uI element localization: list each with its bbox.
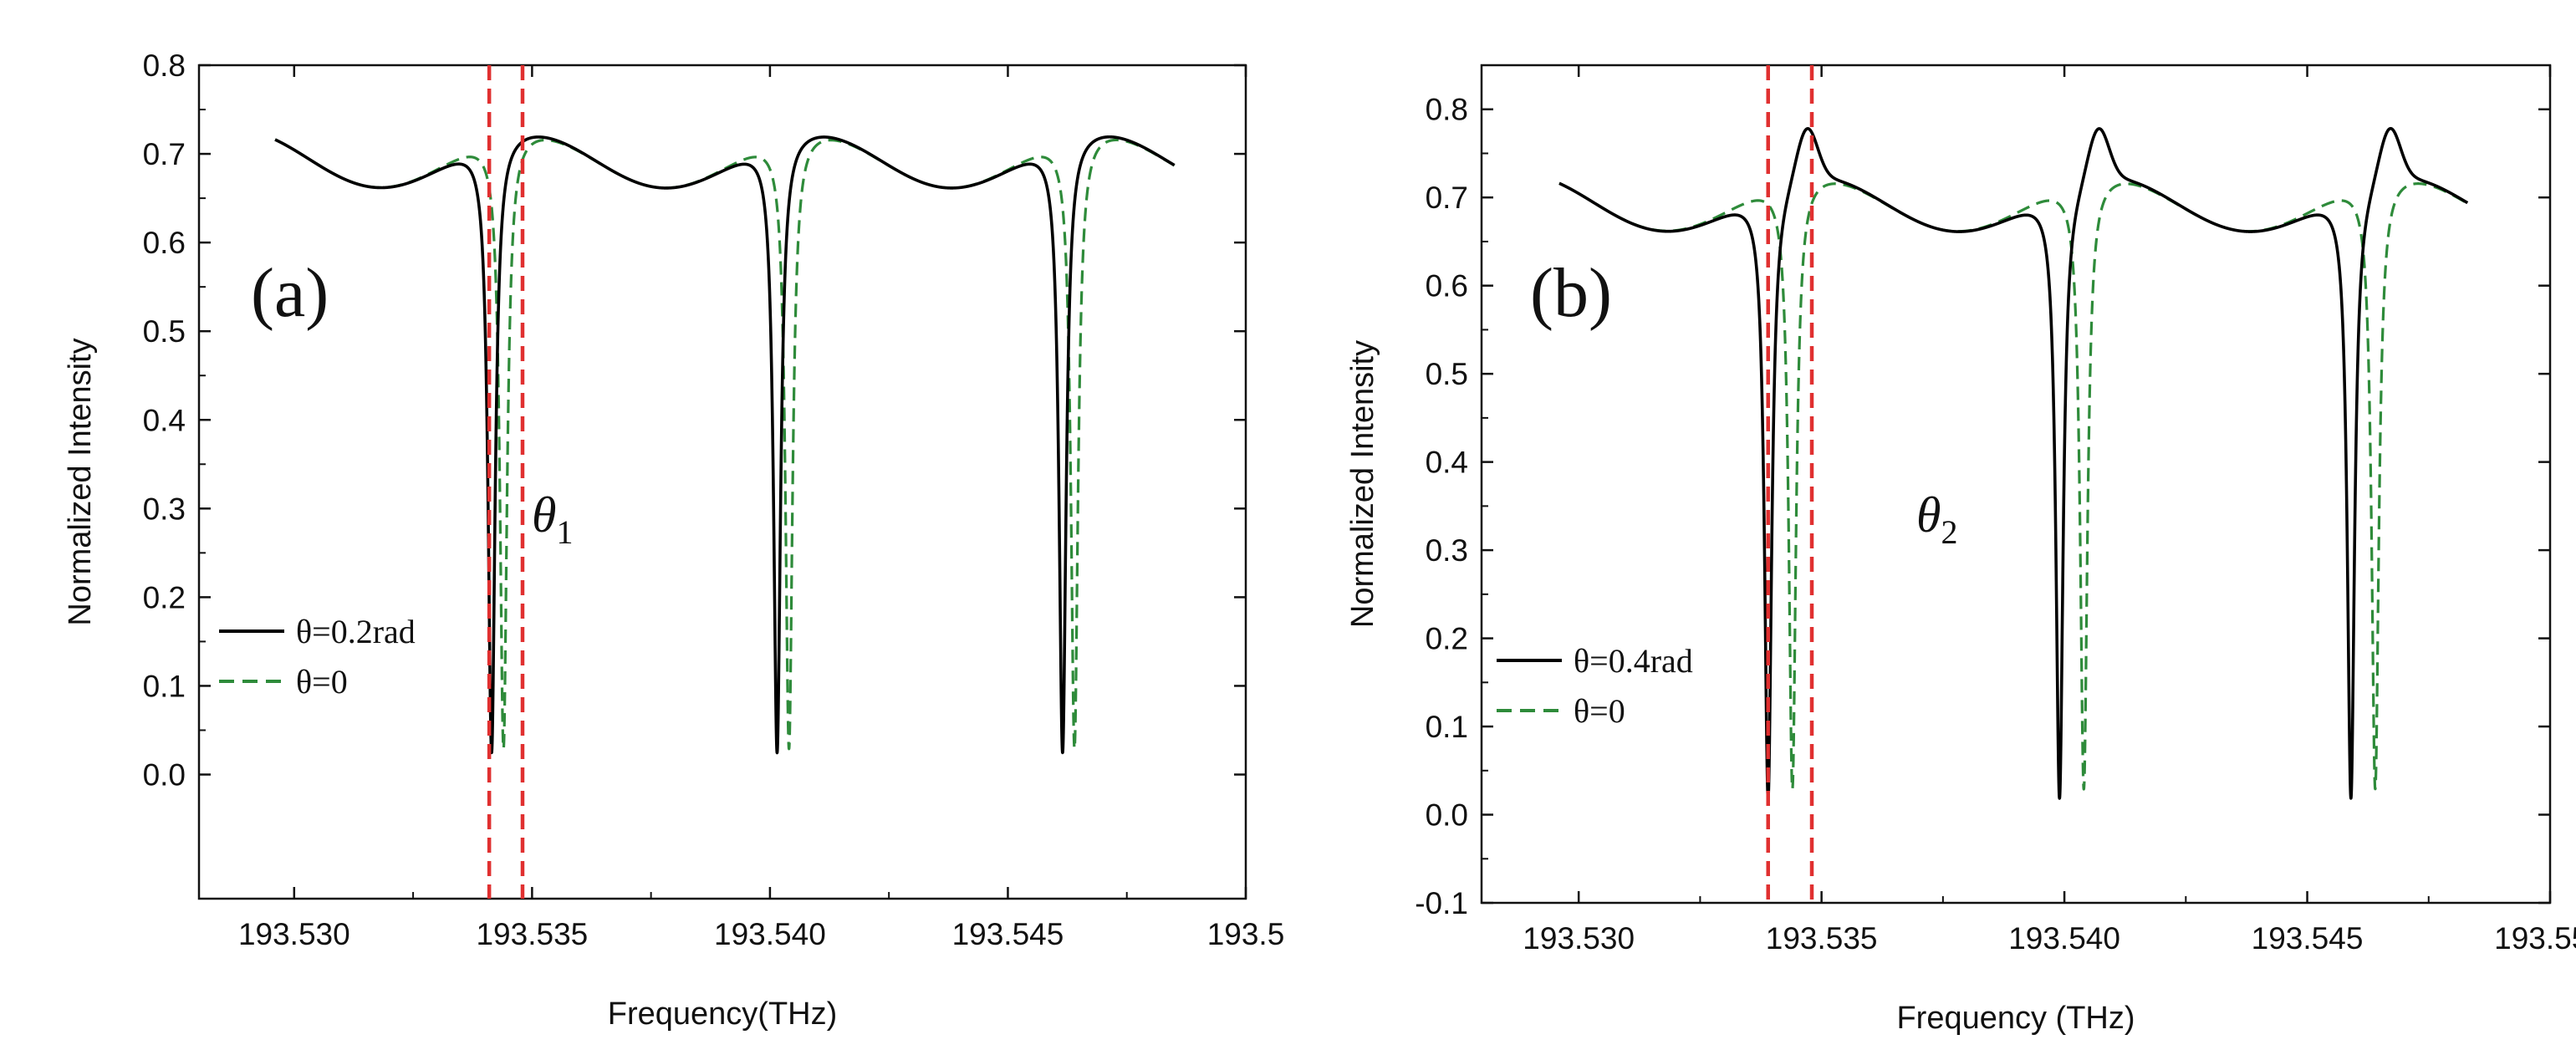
panel-label: (b): [1530, 254, 1612, 332]
y-tick-label: 0.0: [143, 758, 186, 793]
y-tick-label: -0.1: [1415, 886, 1468, 920]
y-tick-label: 0.0: [1426, 798, 1468, 833]
y-tick-label: 0.4: [143, 403, 186, 437]
x-tick-label: 193.545: [952, 917, 1064, 951]
series-line-theta-main: [1558, 126, 2469, 800]
y-tick-label: 0.8: [1426, 93, 1468, 127]
y-tick-label: 0.6: [143, 226, 186, 260]
y-tick-label: 0.5: [143, 314, 186, 349]
theta-annotation: θ1: [532, 487, 573, 551]
plot-frame: [1480, 64, 2552, 905]
y-tick-label: 0.4: [1426, 446, 1468, 480]
x-tick-label: 193.5: [1207, 917, 1285, 951]
x-tick-label: 193.540: [2008, 921, 2120, 956]
theta-subscript: 1: [556, 513, 573, 551]
y-tick-label: 0.1: [143, 669, 186, 703]
y-tick-label: 0.2: [1426, 622, 1468, 656]
legend-label: θ=0: [296, 663, 348, 701]
series-line-theta-main: [273, 135, 1176, 755]
theta-symbol: θ: [532, 487, 556, 543]
x-tick-label: 193.535: [1766, 921, 1878, 956]
plot-frame: [197, 64, 1247, 900]
x-axis-label: Frequency(THz): [608, 996, 838, 1032]
y-tick-label: 0.2: [143, 580, 186, 614]
x-axis-label: Frequency (THz): [1896, 1001, 2135, 1036]
y-tick-label: 0.1: [1426, 710, 1468, 744]
x-tick-label: 193.540: [714, 917, 826, 951]
x-tick-label: 193.550: [2494, 921, 2576, 956]
theta-symbol: θ: [1916, 487, 1941, 543]
y-tick-label: 0.8: [143, 48, 186, 83]
chart-panel-a: 0.0 0.1 0.2 0.3 0.4 0.5 0.6 0.7 0.8 193.530 193.53…: [63, 48, 1284, 1032]
panel-label: (a): [251, 254, 329, 332]
series-line-theta-0: [273, 138, 1176, 751]
y-tick-label: 0.7: [1426, 181, 1468, 215]
y-tick-label: 0.6: [1426, 269, 1468, 303]
legend-label: θ=0.2rad: [296, 613, 416, 650]
y-tick-label: 0.3: [1426, 533, 1468, 568]
x-tick-label: 193.530: [1523, 921, 1635, 956]
theta-annotation: θ2: [1916, 487, 1957, 551]
series-line-theta-0: [1558, 181, 2469, 791]
theta-subscript: 2: [1941, 513, 1957, 551]
x-tick-label: 193.535: [476, 917, 588, 951]
y-axis-label: Normalized Intensity: [1345, 340, 1380, 628]
x-tick-label: 193.545: [2252, 921, 2364, 956]
y-tick-label: 0.7: [143, 137, 186, 171]
legend-label: θ=0.4rad: [1574, 642, 1693, 680]
chart-panel-b: -0.1 0.0 0.1 0.2 0.3 0.4 0.5 0.6 0.7 0.8 193.530 19…: [1345, 64, 2576, 1036]
x-tick-label: 193.530: [238, 917, 350, 951]
y-axis-label: Normalized Intensity: [63, 338, 98, 625]
y-tick-label: 0.5: [1426, 357, 1468, 391]
legend-label: θ=0: [1574, 692, 1625, 730]
y-tick-label: 0.3: [143, 492, 186, 526]
